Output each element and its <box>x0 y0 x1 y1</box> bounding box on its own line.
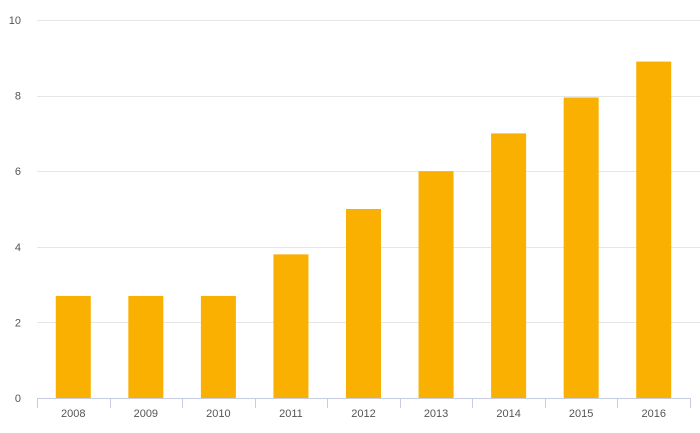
x-tick-label: 2008 <box>61 408 85 420</box>
bar-2016 <box>636 61 672 399</box>
x-tick-label: 2016 <box>641 408 665 420</box>
x-tick-label: 2012 <box>351 408 375 420</box>
x-axis-tick-labels: 2008 2009 2010 2011 2012 2013 2014 2015 2016 <box>61 408 666 420</box>
x-axis <box>37 398 691 408</box>
y-tick-label: 8 <box>15 91 21 103</box>
x-tick-label: 2010 <box>206 408 230 420</box>
y-tick-label: 0 <box>15 393 21 405</box>
bar-2012 <box>346 209 381 398</box>
x-tick-label: 2011 <box>279 408 303 420</box>
bar-2015 <box>563 97 599 399</box>
bars <box>55 61 672 399</box>
y-tick-label: 2 <box>15 317 21 329</box>
bar-2010 <box>200 295 236 398</box>
bar-2008 <box>55 295 91 398</box>
bar-2011 <box>273 254 309 398</box>
x-tick-label: 2015 <box>569 408 593 420</box>
y-axis-tick-labels: 0 2 4 6 8 10 <box>9 15 21 405</box>
bar-2014 <box>491 133 527 398</box>
x-tick-label: 2014 <box>496 408 520 420</box>
x-tick-label: 2009 <box>134 408 158 420</box>
y-tick-label: 10 <box>9 15 21 27</box>
x-tick-label: 2013 <box>424 408 448 420</box>
y-tick-label: 6 <box>15 166 21 178</box>
y-tick-label: 4 <box>15 242 21 254</box>
bar-2013 <box>418 171 454 398</box>
bar-2009 <box>128 295 164 398</box>
